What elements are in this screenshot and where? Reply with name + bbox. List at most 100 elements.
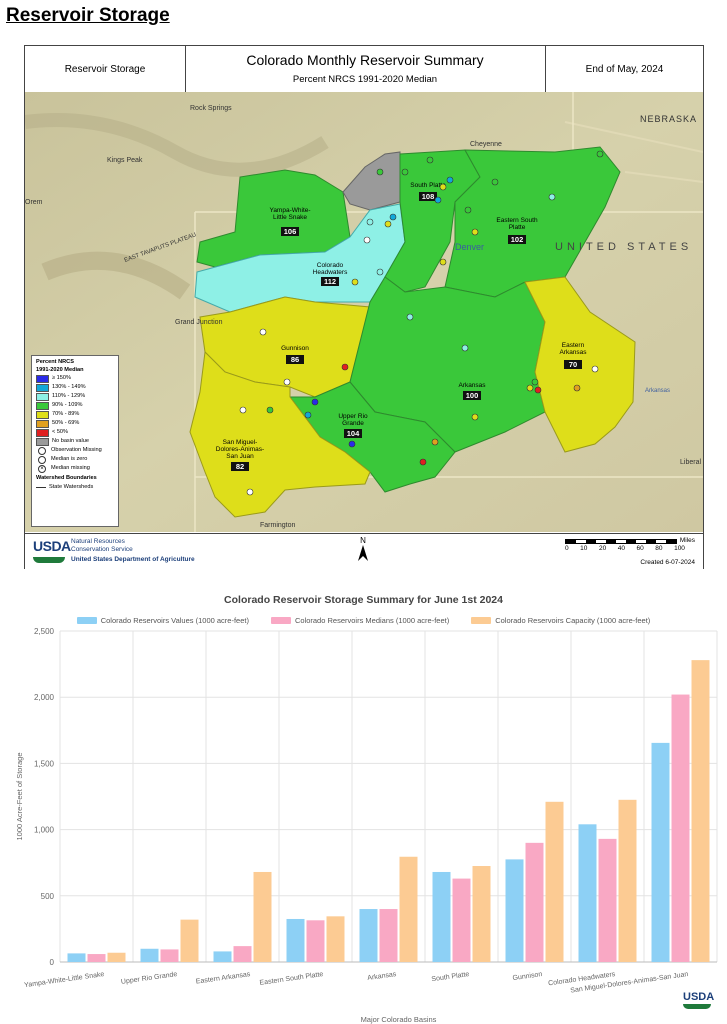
bar[interactable] — [379, 909, 398, 962]
scale-unit: Miles — [679, 537, 695, 544]
line-icon — [36, 486, 46, 488]
basin-value-eastern-south-platte: 102 — [511, 235, 524, 244]
bar[interactable] — [326, 916, 345, 962]
terrain-ridge — [41, 251, 191, 300]
bar[interactable] — [598, 838, 617, 962]
bar[interactable] — [651, 742, 670, 962]
bar[interactable] — [160, 949, 179, 962]
bar[interactable] — [140, 948, 159, 962]
bar[interactable] — [432, 871, 451, 962]
bar[interactable] — [671, 694, 690, 962]
legend-label: 110% - 129% — [52, 393, 86, 400]
x-tick-label: Eastern South Platte — [259, 971, 324, 987]
legend-swatch — [36, 429, 49, 438]
legend-label: < 50% — [52, 429, 69, 436]
bar[interactable] — [233, 946, 252, 962]
chart-legend-item[interactable]: Colorado Reservoirs Values (1000 acre-fe… — [76, 616, 249, 625]
legend-subtitle: 1991-2020 Median — [36, 366, 84, 373]
basin-label-colorado-headwaters: Colorado Headwaters — [313, 262, 348, 276]
legend-label: 90% - 109% — [52, 402, 83, 409]
usda-logo-text: USDA — [683, 991, 715, 1003]
legend-swatch — [36, 375, 49, 384]
basin-label-upper-rio-grande: Upper Rio Grande — [338, 413, 368, 427]
bar[interactable] — [306, 920, 325, 962]
reservoir-site — [439, 258, 447, 266]
legend-item: 110% - 129% — [36, 393, 114, 402]
legend-item: 70% - 89% — [36, 411, 114, 420]
legend-title: Percent NRCS — [36, 359, 74, 365]
reservoir-site — [464, 206, 472, 214]
usda-wave-icon — [683, 1004, 711, 1009]
scale-tick: 0 — [565, 545, 569, 552]
colorado-basin-map: Yampa-White-Little Snake 106 South Platt… — [25, 92, 703, 532]
legend-label: Median missing — [51, 465, 90, 472]
circle-icon — [38, 456, 46, 465]
x-tick-label: South Platte — [431, 971, 470, 983]
legend-item: ≥ 150% — [36, 375, 114, 384]
place-label: Rock Springs — [190, 105, 232, 112]
basin-value-eastern-arkansas: 70 — [569, 360, 577, 369]
place-label: Liberal — [680, 459, 701, 466]
basin-label-south-platte: South Platte — [410, 182, 446, 189]
legend-swatch — [76, 617, 97, 624]
legend-swatch — [36, 438, 49, 447]
bar[interactable] — [452, 878, 471, 962]
bar[interactable] — [87, 954, 106, 962]
bar[interactable] — [472, 866, 491, 962]
nrcs-text: Natural Resources Conservation Service U… — [71, 538, 195, 564]
usda-logo-text: USDA — [33, 538, 71, 554]
reservoir-site — [471, 413, 479, 421]
reservoir-site — [471, 228, 479, 236]
basin-label-yampa: Yampa-White-Little Snake — [269, 207, 310, 221]
north-label: N — [360, 536, 366, 545]
bar[interactable] — [286, 918, 305, 962]
place-label: NEBRASKA — [640, 114, 697, 124]
y-tick-label: 2,000 — [34, 693, 55, 702]
bar[interactable] — [180, 919, 199, 962]
x-tick-label: Eastern Arkansas — [195, 971, 251, 986]
basin-value-upper-rio-grande: 104 — [347, 429, 360, 438]
bar[interactable] — [399, 856, 418, 962]
reservoir-site — [384, 220, 392, 228]
basin-san-miguel — [189, 350, 371, 518]
circle-x-icon: × — [38, 465, 46, 474]
bar[interactable] — [525, 842, 544, 962]
bar[interactable] — [505, 859, 524, 962]
scale-tick: 40 — [617, 545, 625, 552]
basin-label-eastern-south-platte: Eastern South Platte — [496, 217, 538, 231]
map-date: End of May, 2024 — [585, 63, 664, 75]
bar[interactable] — [107, 952, 126, 962]
basin-label-gunnison: Gunnison — [281, 345, 309, 352]
legend-label: Colorado Reservoirs Medians (1000 acre-f… — [294, 616, 450, 625]
basin-value-arkansas: 100 — [466, 391, 479, 400]
bar[interactable] — [578, 824, 597, 962]
chart-legend-item[interactable]: Colorado Reservoirs Capacity (1000 acre-… — [471, 616, 650, 625]
legend-label: 50% - 69% — [52, 420, 80, 427]
legend-item: × Median missing — [36, 465, 114, 474]
basin-value-box — [321, 277, 339, 286]
legend-label: Observation Missing — [51, 447, 102, 454]
scale-tick: 60 — [636, 545, 644, 552]
bar[interactable] — [253, 871, 272, 962]
map-subtitle: Percent NRCS 1991-2020 Median — [292, 74, 438, 85]
bar[interactable] — [691, 660, 710, 962]
basin-label-san-miguel: San Miguel-Dolores-Animas-San Juan — [216, 439, 264, 460]
x-tick-label: Gunnison — [512, 971, 543, 982]
reservoir-site — [446, 176, 454, 184]
basin-value-box — [344, 429, 362, 438]
basin-value-south-platte: 108 — [422, 192, 435, 201]
bar[interactable] — [67, 953, 86, 962]
map-header-title-block: Colorado Monthly Reservoir Summary Perce… — [185, 46, 546, 92]
map-footer: USDA Natural Resources Conservation Serv… — [25, 533, 703, 570]
bar[interactable] — [359, 909, 378, 962]
bar[interactable] — [545, 801, 564, 962]
reservoir-map-panel: Reservoir Storage Colorado Monthly Reser… — [24, 45, 704, 570]
legend-swatch — [36, 384, 49, 393]
legend-item: 50% - 69% — [36, 420, 114, 429]
bar[interactable] — [213, 951, 232, 962]
chart-legend-item[interactable]: Colorado Reservoirs Medians (1000 acre-f… — [270, 616, 450, 625]
reservoir-site — [596, 150, 604, 158]
bar[interactable] — [618, 799, 637, 962]
basin-value-box — [419, 192, 437, 201]
map-title: Colorado Monthly Reservoir Summary — [246, 52, 484, 68]
